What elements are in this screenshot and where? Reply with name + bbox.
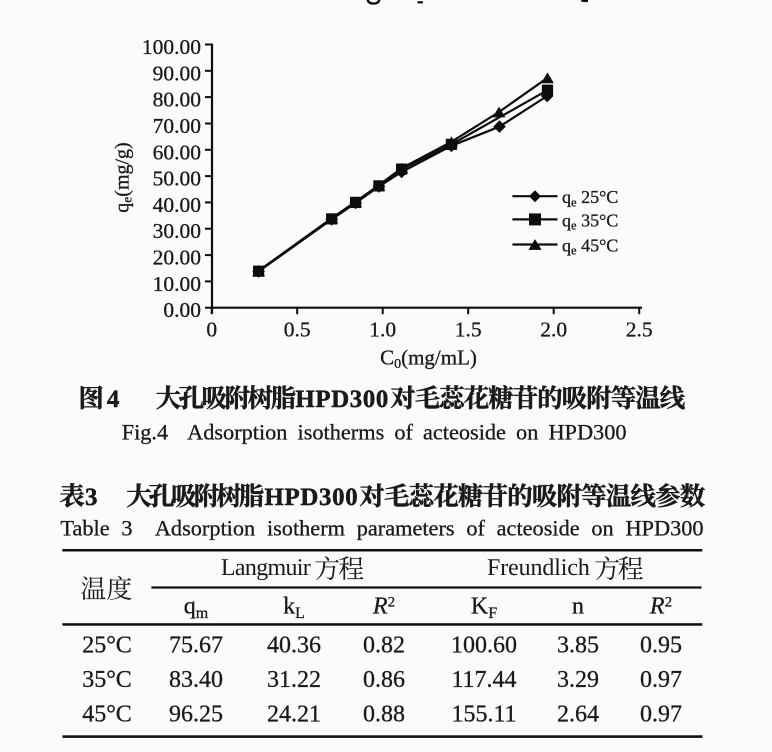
svg-text:83.40: 83.40 xyxy=(169,667,223,693)
svg-text:0.86: 0.86 xyxy=(363,667,405,693)
svg-text:qe 25°C: qe 25°C xyxy=(562,187,618,209)
svg-text:2.0: 2.0 xyxy=(540,317,567,341)
svg-text:30.00: 30.00 xyxy=(153,219,201,243)
svg-text:155.11: 155.11 xyxy=(451,702,516,728)
svg-text:25°C: 25°C xyxy=(82,633,132,659)
svg-text:3.85: 3.85 xyxy=(557,633,599,659)
svg-text:24.21: 24.21 xyxy=(267,702,321,728)
svg-text:117.44: 117.44 xyxy=(451,667,516,693)
svg-text:35°C: 35°C xyxy=(82,667,132,693)
svg-text:96.25: 96.25 xyxy=(169,702,223,728)
svg-text:90.00: 90.00 xyxy=(153,61,201,85)
svg-text:50.00: 50.00 xyxy=(153,167,201,191)
svg-text:n: n xyxy=(572,594,584,620)
svg-text:qe(mg/g): qe(mg/g) xyxy=(111,142,134,212)
svg-text:80.00: 80.00 xyxy=(153,88,201,112)
svg-text:2.5: 2.5 xyxy=(626,317,653,341)
svg-text:0: 0 xyxy=(206,317,217,341)
svg-text:40.00: 40.00 xyxy=(153,193,201,217)
svg-text:1.0: 1.0 xyxy=(369,317,396,341)
svg-text:KF: KF xyxy=(471,594,497,623)
svg-text:0.82: 0.82 xyxy=(363,633,405,659)
svg-text:qe 45°C: qe 45°C xyxy=(562,236,618,258)
svg-text:70.00: 70.00 xyxy=(153,114,201,138)
svg-text:R2: R2 xyxy=(372,594,395,620)
svg-text:100.60: 100.60 xyxy=(451,633,517,659)
svg-text:10.00: 10.00 xyxy=(153,272,201,296)
svg-text:40.36: 40.36 xyxy=(267,633,321,659)
svg-text:31.22: 31.22 xyxy=(267,667,321,693)
svg-text:Table 3 Adsorption isotherm p: Table 3 Adsorption isotherm parameters o… xyxy=(60,515,703,540)
svg-text:qe 35°C: qe 35°C xyxy=(562,210,618,232)
svg-text:0.88: 0.88 xyxy=(363,702,405,728)
svg-text:20.00: 20.00 xyxy=(153,246,201,270)
svg-text:0.95: 0.95 xyxy=(640,633,682,659)
svg-text:0.00: 0.00 xyxy=(163,298,201,322)
svg-text:Fig.4 Adsorption isotherms of: Fig.4 Adsorption isotherms of acteoside … xyxy=(122,420,627,445)
svg-text:R2: R2 xyxy=(649,594,672,620)
svg-text:1.5: 1.5 xyxy=(455,317,482,341)
svg-text:3.29: 3.29 xyxy=(557,667,599,693)
svg-text:C0(mg/mL): C0(mg/mL) xyxy=(380,345,477,372)
svg-text:0.97: 0.97 xyxy=(640,702,682,728)
svg-text:2.64: 2.64 xyxy=(557,702,599,728)
svg-text:45°C: 45°C xyxy=(82,702,132,728)
svg-text:60.00: 60.00 xyxy=(153,140,201,164)
svg-text:100.00: 100.00 xyxy=(142,35,201,59)
svg-text:0.5: 0.5 xyxy=(284,317,311,341)
svg-text:0.97: 0.97 xyxy=(640,667,682,693)
svg-text:75.67: 75.67 xyxy=(169,633,223,659)
